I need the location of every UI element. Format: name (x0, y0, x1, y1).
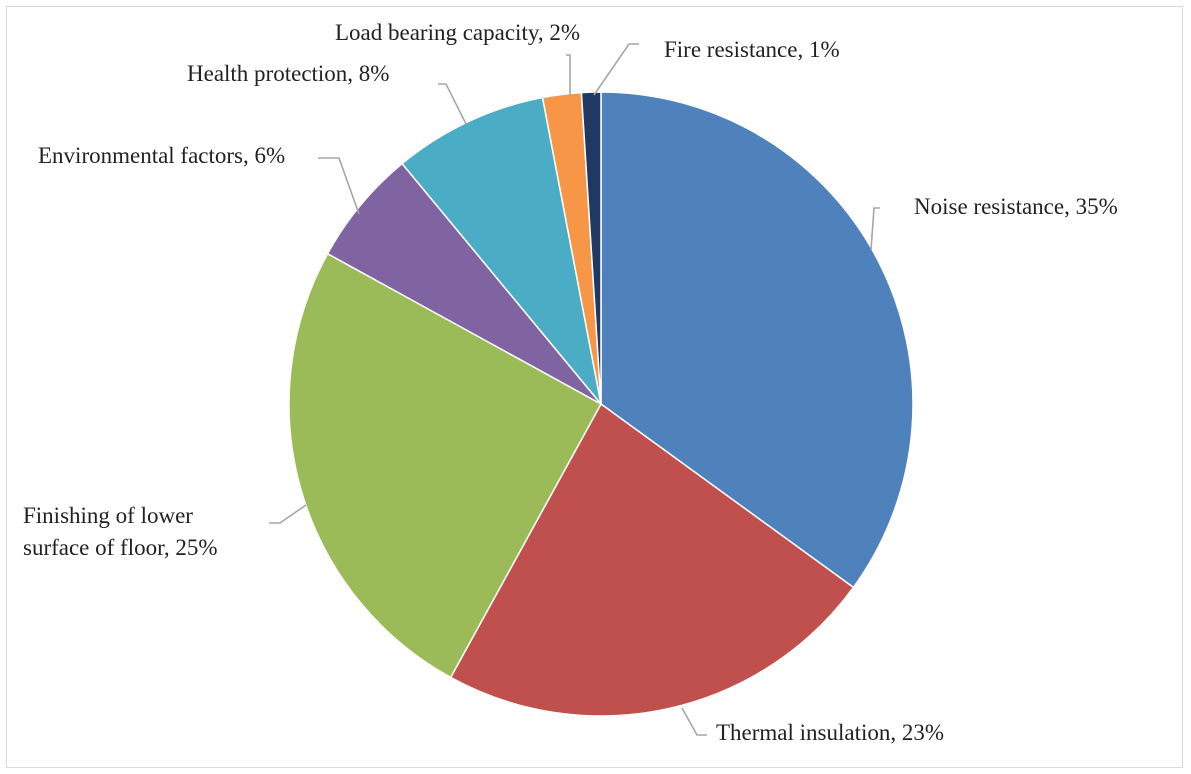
pie-slice-finishing-of-lower-surface-of-floor (288, 252, 603, 679)
leader-line (593, 43, 639, 96)
data-labels: Noise resistance, 35% Thermal insulation,… (23, 20, 1118, 745)
data-label-line: Health protection, 8% (187, 61, 389, 86)
data-label: Noise resistance, 35% (914, 194, 1118, 219)
data-label: Health protection, 8% (187, 61, 389, 86)
data-label-line: Noise resistance, 35% (914, 194, 1118, 219)
data-label: Load bearing capacity, 2% (335, 20, 580, 45)
pie-slices (288, 91, 914, 717)
leader-line (269, 504, 307, 524)
data-label-line: surface of floor, 25% (23, 535, 218, 560)
data-label: Thermal insulation, 23% (716, 720, 944, 745)
data-label: Environmental factors, 6% (38, 143, 285, 168)
leader-line (566, 54, 571, 96)
data-label-line: Load bearing capacity, 2% (335, 20, 580, 45)
leader-line (870, 207, 880, 251)
data-label-line: Finishing of lower (23, 503, 193, 528)
data-label-line: Environmental factors, 6% (38, 143, 285, 168)
leader-line (318, 157, 360, 215)
data-label-line: Thermal insulation, 23% (716, 720, 944, 745)
data-label: Fire resistance, 1% (664, 37, 840, 62)
pie-slice-thermal-insulation (449, 402, 855, 717)
leader-lines (269, 43, 880, 736)
data-label: Finishing of lower surface of floor, 25% (23, 503, 218, 560)
leader-line (681, 707, 707, 736)
data-label-line: Fire resistance, 1% (664, 37, 840, 62)
leader-line (438, 83, 467, 125)
pie-slice-fire-resistance (580, 91, 602, 405)
pie-slice-noise-resistance (600, 91, 914, 589)
pie-slice-health-protection (401, 96, 602, 405)
